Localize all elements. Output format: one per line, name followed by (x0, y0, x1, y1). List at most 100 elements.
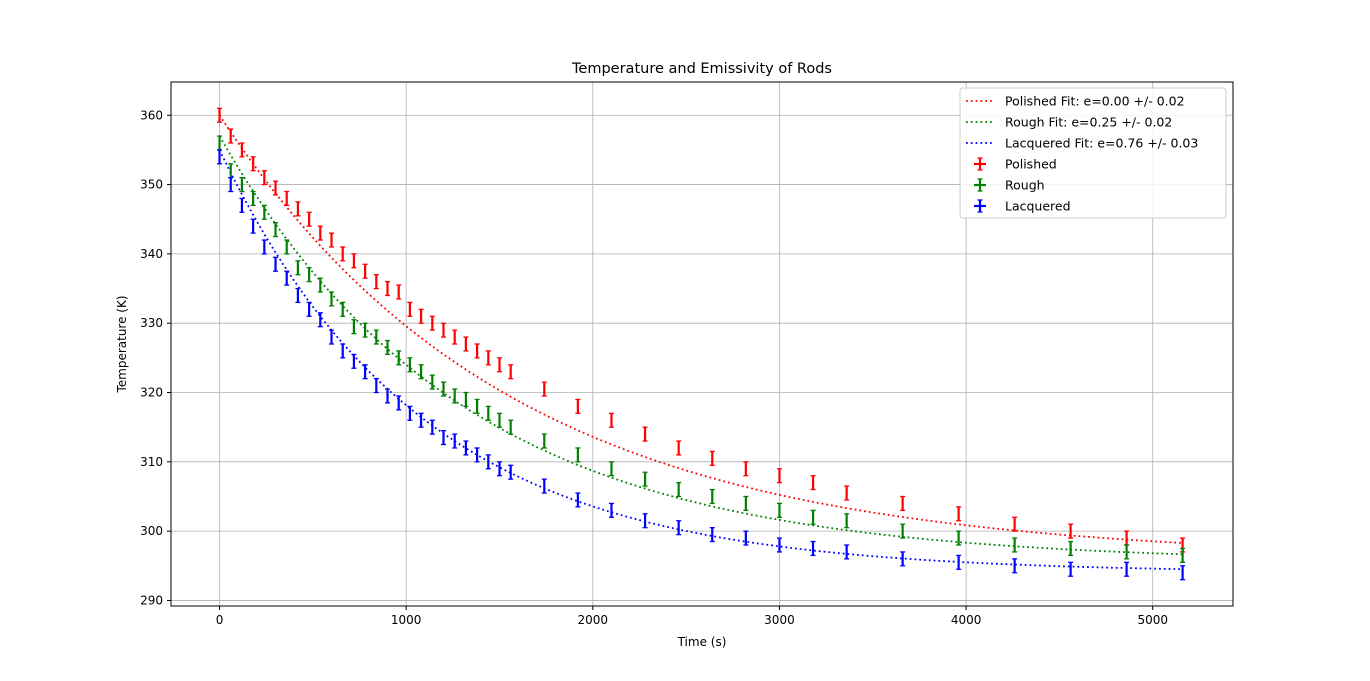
data-point (575, 492, 581, 508)
data-point (474, 398, 480, 414)
data-point (340, 343, 346, 359)
data-point (1068, 523, 1074, 539)
data-point (776, 468, 782, 484)
data-point (351, 253, 357, 269)
data-point (485, 405, 491, 421)
data-point (776, 502, 782, 518)
data-point (575, 398, 581, 414)
data-point (429, 374, 435, 390)
series-rough (217, 135, 1186, 563)
data-point (228, 177, 234, 193)
data-point (284, 270, 290, 286)
legend-fit-label: Polished Fit: e=0.00 +/- 0.02 (1005, 94, 1185, 109)
data-point (541, 381, 547, 397)
data-point (1012, 558, 1018, 574)
data-point (541, 478, 547, 494)
y-axis-label: Temperature (K) (115, 295, 129, 393)
data-point (329, 291, 335, 307)
legend-series-label: Rough (1005, 178, 1045, 193)
data-point (642, 513, 648, 529)
data-point (709, 527, 715, 543)
data-point (452, 388, 458, 404)
data-point (396, 284, 402, 300)
data-point (1068, 561, 1074, 577)
data-point (743, 530, 749, 546)
data-point (217, 107, 223, 123)
data-point (407, 405, 413, 421)
data-point (250, 156, 256, 172)
data-point (340, 301, 346, 317)
data-point (295, 287, 301, 304)
data-point (496, 461, 502, 477)
data-point (317, 312, 323, 328)
data-point (496, 412, 502, 428)
data-point (385, 280, 391, 297)
data-point (217, 135, 223, 151)
data-point (452, 329, 458, 345)
data-point (418, 364, 424, 380)
data-point (810, 540, 816, 557)
data-point (396, 350, 402, 366)
data-point (429, 419, 435, 435)
data-point (440, 322, 446, 338)
data-point (463, 440, 469, 456)
legend-series-label: Polished (1005, 157, 1057, 172)
data-point (676, 440, 682, 456)
data-point (642, 471, 648, 487)
data-point (1124, 544, 1130, 560)
data-point (608, 502, 614, 518)
data-point (810, 509, 816, 525)
data-point (709, 488, 715, 505)
x-tick-label: 3000 (764, 613, 795, 627)
data-point (440, 429, 446, 446)
data-point (844, 485, 850, 501)
data-point (496, 357, 502, 373)
fit-curve (218, 114, 1183, 544)
data-point (743, 495, 749, 511)
data-point (373, 274, 379, 290)
data-point (1180, 565, 1186, 581)
data-point (317, 277, 323, 293)
data-point (1124, 530, 1130, 546)
axis-ticks: 0 1000 2000 3000 4000 5000 290 300 310 320 330 340 3… (140, 108, 1168, 627)
chart-title: Temperature and Emissivity of Rods (571, 61, 832, 77)
data-point (261, 204, 267, 220)
data-point (284, 239, 290, 255)
data-point (407, 357, 413, 373)
data-point (418, 412, 424, 428)
y-tick-label: 360 (140, 108, 163, 122)
data-point (306, 267, 312, 283)
data-point (508, 419, 514, 435)
data-point (396, 395, 402, 411)
data-point (340, 246, 346, 262)
data-point (776, 537, 782, 553)
data-point (429, 315, 435, 331)
data-point (1068, 540, 1074, 557)
data-point (508, 464, 514, 480)
data-point (250, 190, 256, 207)
data-point (317, 225, 323, 241)
data-point (284, 190, 290, 207)
data-point (709, 450, 715, 466)
x-tick-label: 4000 (951, 613, 982, 627)
fit-curve (218, 149, 1183, 571)
data-point (373, 378, 379, 394)
data-point (385, 339, 391, 356)
data-point (485, 454, 491, 470)
data-point (273, 180, 279, 196)
data-point (676, 520, 682, 536)
data-point (463, 391, 469, 408)
x-axis-label: Time (s) (677, 635, 727, 649)
data-point (385, 388, 391, 404)
data-point (508, 364, 514, 380)
data-point (362, 322, 368, 338)
data-point (351, 319, 357, 335)
data-point (295, 260, 301, 276)
data-point (844, 513, 850, 529)
y-tick-label: 310 (140, 455, 163, 469)
legend-series-label: Lacquered (1005, 199, 1071, 214)
fit-curves (218, 114, 1183, 571)
x-tick-label: 2000 (578, 613, 609, 627)
x-tick-label: 0 (216, 613, 224, 627)
legend-fit-label: Rough Fit: e=0.25 +/- 0.02 (1005, 115, 1172, 130)
